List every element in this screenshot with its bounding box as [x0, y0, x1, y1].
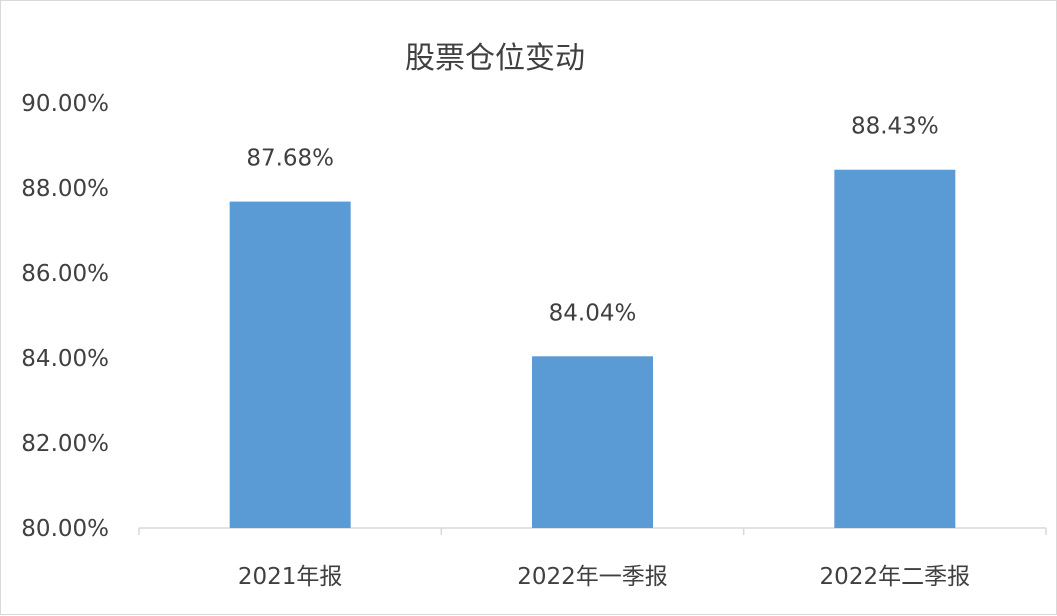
x-category-label: 2022年一季报: [517, 564, 668, 590]
chart-title: 股票仓位变动: [405, 41, 585, 76]
x-axis-category-labels: 2021年报 2022年一季报 2022年二季报: [238, 564, 970, 590]
x-category-label: 2021年报: [238, 564, 343, 590]
bar: [834, 169, 956, 528]
data-label: 87.68%: [246, 146, 334, 172]
data-label: 88.43%: [851, 114, 939, 140]
y-tick-label: 90.00%: [21, 91, 109, 117]
y-tick-label: 82.00%: [21, 431, 109, 457]
y-tick-label: 80.00%: [21, 516, 109, 542]
y-axis-tick-labels: 80.00% 82.00% 84.00% 86.00% 88.00% 90.00%: [21, 91, 109, 542]
bar: [532, 356, 653, 528]
x-category-label: 2022年二季报: [820, 564, 971, 590]
y-tick-label: 88.00%: [21, 176, 109, 202]
data-label: 84.04%: [549, 300, 637, 326]
bar: [229, 201, 351, 528]
x-axis-ticks: [138, 528, 1047, 535]
y-tick-label: 86.00%: [21, 261, 109, 287]
bar-series: [229, 169, 956, 528]
data-labels: 87.68% 84.04% 88.43%: [246, 114, 938, 327]
y-tick-label: 84.00%: [21, 346, 109, 372]
